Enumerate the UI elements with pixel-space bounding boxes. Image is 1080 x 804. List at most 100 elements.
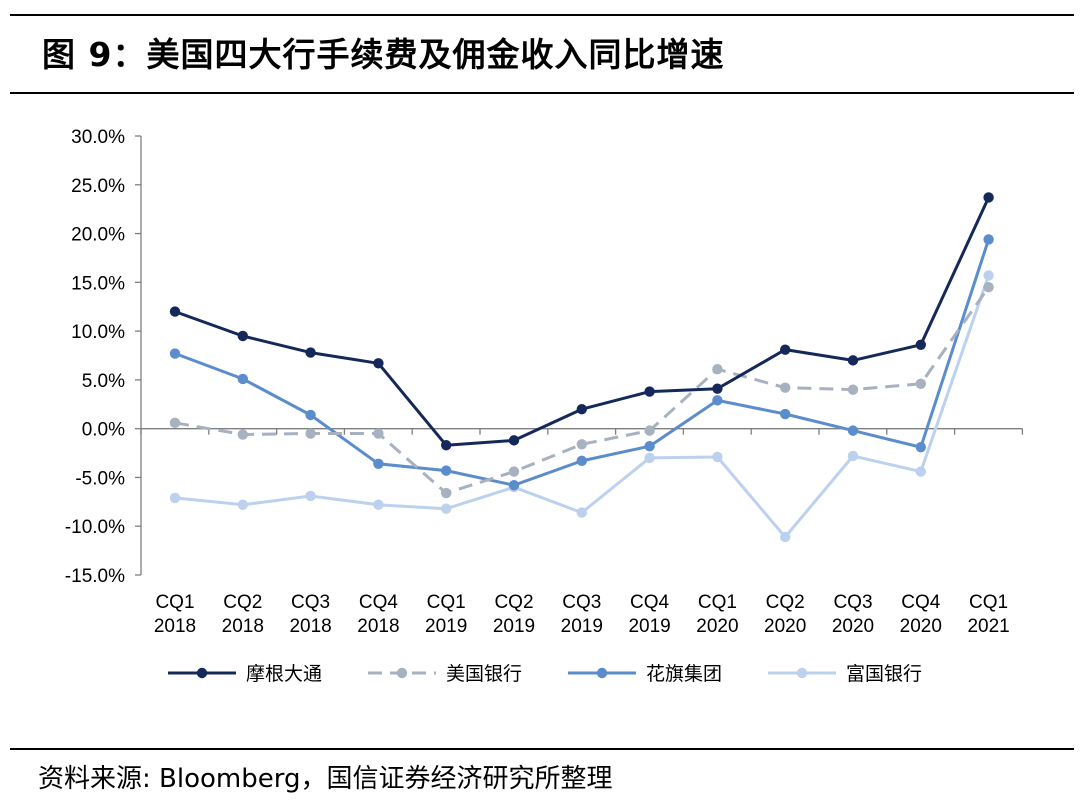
legend: 摩根大通 美国银行 花旗集团 富国银行 [168,663,922,685]
data-point [373,428,384,439]
x-tick-label: CQ3 [833,592,872,613]
data-point [508,480,520,491]
data-point [983,270,994,281]
x-tick-label: CQ4 [359,592,399,613]
data-point [441,440,452,451]
y-tick-label: 5.0% [82,371,125,392]
y-tick-label: 0.0% [82,420,125,441]
data-point [644,386,655,397]
data-point [576,403,587,415]
data-point [983,192,994,203]
data-point [441,465,452,476]
y-tick-label: 10.0% [71,322,125,343]
data-point [237,330,248,342]
data-point [237,499,248,510]
data-point [780,408,791,420]
legend-swatch-marker [596,667,608,679]
series-3 [169,270,994,543]
data-point [576,507,587,518]
data-point [305,409,316,421]
x-tick-label: CQ1 [969,592,1008,613]
x-tick-label: CQ3 [562,592,601,613]
x-tick-label: CQ2 [494,592,533,613]
legend-swatch-marker [196,667,208,679]
y-tick-label: 20.0% [71,225,125,246]
x-tick-label: CQ1 [698,592,737,613]
data-point [305,428,316,439]
x-tick-label: 2018 [357,616,399,637]
x-tick-label: 2019 [493,616,535,637]
x-tick-label: 2018 [289,616,331,637]
data-point [983,282,994,293]
y-tick-label: 30.0% [71,127,125,148]
x-tick-label: 2018 [154,616,196,637]
x-tick-label: 2020 [764,616,806,637]
data-point [508,435,520,446]
x-axis: CQ1 2018 CQ2 2018 CQ3 2018 CQ4 2018 CQ1 2019 CQ2 20… [140,428,1024,637]
data-point [847,355,859,366]
top-rule [10,14,1074,16]
legend-label: 富国银行 [846,663,922,685]
x-tick-label: CQ4 [630,592,670,613]
data-point [373,458,384,469]
data-point [644,441,655,452]
data-point [644,425,655,436]
data-point [169,348,181,359]
title-rule [10,92,1074,94]
data-point [780,344,791,355]
legend-label: 美国银行 [446,663,522,685]
data-point [441,487,452,499]
data-point [780,382,791,393]
data-point [441,503,452,514]
legend-label: 花旗集团 [646,663,722,685]
bottom-rule [10,748,1074,750]
x-tick-label: 2020 [900,616,942,637]
data-point [373,499,384,510]
x-tick-label: CQ2 [766,592,805,613]
data-point [915,378,926,389]
data-point [847,425,859,436]
x-tick-label: 2019 [561,616,603,637]
x-tick-label: 2019 [425,616,467,637]
legend-label: 摩根大通 [246,663,322,685]
y-tick-label: -15.0% [65,566,125,587]
series-2 [169,234,994,491]
data-point [169,492,181,504]
series-0 [169,192,994,451]
data-point [169,306,181,317]
x-tick-label: 2020 [696,616,738,637]
data-point [712,395,723,406]
x-tick-label: CQ1 [427,592,466,613]
data-point [576,439,587,450]
figure-title: 图 9：美国四大行手续费及佣金收入同比增速 [42,35,725,74]
data-point [305,347,316,358]
x-tick-label: 2020 [832,616,874,637]
x-tick-label: 2021 [967,616,1009,637]
data-point [576,455,587,467]
x-tick-label: CQ4 [901,592,941,613]
legend-swatch-marker [396,667,408,679]
data-point [237,373,248,385]
y-axis: 30.0% 25.0% 20.0% 15.0% 10.0% 5.0% 0.0% -5.0% -1… [65,127,142,587]
line-chart: 30.0% 25.0% 20.0% 15.0% 10.0% 5.0% 0.0% -5.0% -1… [65,127,1024,685]
data-point [237,429,248,440]
source-note: 资料来源: Bloomberg，国信证券经济研究所整理 [38,764,613,794]
y-tick-label: -10.0% [65,517,125,538]
x-tick-label: CQ3 [291,592,330,613]
x-tick-label: 2018 [222,616,264,637]
data-point [847,384,859,395]
data-point [644,452,655,464]
data-point [847,450,859,462]
data-point [983,234,994,245]
data-point [712,383,723,394]
x-tick-label: CQ1 [155,592,194,613]
data-point [169,417,181,429]
x-tick-label: 2019 [628,616,670,637]
series-1 [169,282,994,499]
legend-swatch-marker [796,667,808,679]
data-point [915,442,926,453]
data-point [915,466,926,477]
data-point [780,531,791,543]
series-layer [169,192,994,543]
data-point [712,363,723,375]
